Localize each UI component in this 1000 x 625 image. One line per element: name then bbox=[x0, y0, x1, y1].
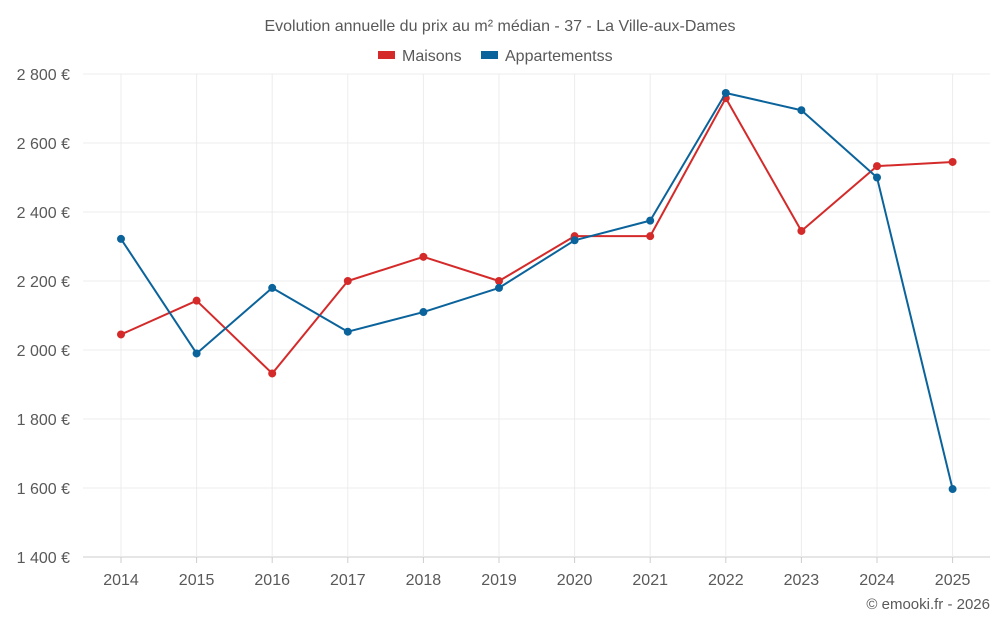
x-gridlines bbox=[120, 74, 954, 563]
y-tick-label: 2 600 € bbox=[17, 136, 70, 153]
credit-text: © emooki.fr - 2026 bbox=[866, 596, 990, 613]
x-tick-label: 2016 bbox=[254, 572, 290, 589]
data-point[interactable] bbox=[646, 216, 655, 225]
data-point[interactable] bbox=[495, 283, 503, 292]
x-tick-label: 2025 bbox=[935, 572, 971, 589]
series-line bbox=[120, 91, 954, 490]
x-tick-label: 2021 bbox=[632, 572, 668, 589]
data-point[interactable] bbox=[797, 106, 806, 115]
data-point[interactable] bbox=[192, 349, 201, 358]
legend: Maisons Appartementss bbox=[378, 48, 613, 65]
data-point[interactable] bbox=[268, 369, 277, 378]
x-axis-ticks: 2014 2015 2016 2017 2018 2019 2020 2021 2022 2023… bbox=[103, 572, 970, 589]
x-tick-label: 2023 bbox=[784, 572, 820, 589]
x-tick-label: 2017 bbox=[330, 572, 366, 589]
chart-title: Evolution annuelle du prix au m² médian … bbox=[264, 18, 735, 35]
data-point[interactable] bbox=[343, 277, 352, 285]
series-line bbox=[120, 97, 953, 375]
data-point[interactable] bbox=[192, 296, 201, 305]
y-tick-label: 2 400 € bbox=[17, 205, 70, 222]
data-point[interactable] bbox=[343, 327, 352, 336]
x-tick-label: 2014 bbox=[103, 572, 139, 589]
y-axis-ticks: 1 400 € 1 600 € 1 800 € 2 000 € 2 200 € 2 400… bbox=[17, 67, 70, 567]
legend-swatch[interactable] bbox=[378, 51, 395, 59]
x-tick-label: 2015 bbox=[179, 572, 215, 589]
legend-swatch[interactable] bbox=[481, 51, 498, 59]
x-tick-label: 2019 bbox=[481, 572, 517, 589]
data-point[interactable] bbox=[948, 157, 957, 166]
data-point[interactable] bbox=[268, 283, 277, 292]
data-point[interactable] bbox=[419, 252, 428, 261]
x-tick-label: 2022 bbox=[708, 572, 744, 589]
data-point[interactable] bbox=[948, 485, 957, 494]
y-tick-label: 2 200 € bbox=[17, 274, 70, 291]
series-group bbox=[117, 88, 957, 494]
legend-label[interactable]: Maisons bbox=[402, 48, 462, 65]
data-point[interactable] bbox=[873, 162, 881, 171]
data-point[interactable] bbox=[117, 234, 125, 243]
legend-label[interactable]: Appartementss bbox=[505, 48, 613, 65]
y-gridlines bbox=[83, 73, 990, 558]
y-tick-label: 1 800 € bbox=[17, 412, 70, 429]
x-tick-label: 2024 bbox=[859, 572, 895, 589]
data-point[interactable] bbox=[797, 226, 806, 235]
data-point[interactable] bbox=[646, 232, 655, 241]
data-point[interactable] bbox=[721, 88, 730, 97]
data-point[interactable] bbox=[117, 330, 125, 339]
y-tick-label: 1 600 € bbox=[17, 481, 70, 498]
data-point[interactable] bbox=[495, 277, 503, 285]
data-point[interactable] bbox=[419, 308, 428, 317]
y-tick-label: 2 000 € bbox=[17, 343, 70, 360]
x-tick-label: 2018 bbox=[406, 572, 442, 589]
y-tick-label: 2 800 € bbox=[17, 67, 70, 84]
data-point[interactable] bbox=[570, 236, 579, 245]
series-appartementss bbox=[117, 88, 957, 494]
data-point[interactable] bbox=[873, 173, 881, 182]
y-tick-label: 1 400 € bbox=[17, 550, 70, 567]
x-tick-label: 2020 bbox=[557, 572, 593, 589]
